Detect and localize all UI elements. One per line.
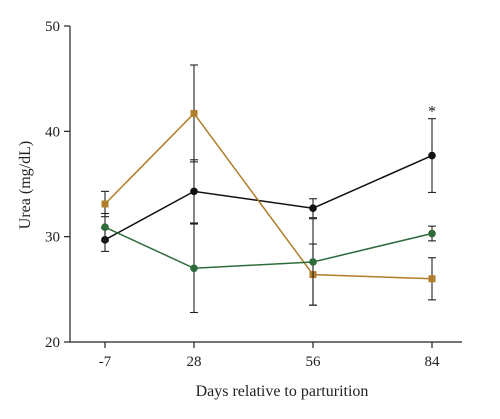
data-point: [428, 151, 436, 160]
series-line: [104, 154, 433, 241]
annotation-layer: *: [428, 103, 436, 120]
y-axis-title: Urea (mg/dL): [17, 141, 34, 229]
series-1: [101, 118, 436, 252]
series-3: [101, 212, 436, 314]
significance-annotation: *: [428, 103, 436, 120]
x-tick-label: -7: [99, 354, 112, 370]
data-point: [101, 200, 109, 208]
x-tick-label: 56: [306, 354, 322, 370]
y-tick-label: 50: [45, 19, 60, 35]
data-point: [428, 275, 436, 283]
data-point: [309, 258, 317, 266]
series-line: [104, 112, 433, 280]
x-axis-title: Days relative to parturition: [196, 383, 369, 400]
series-layer: [101, 64, 436, 314]
series-line: [104, 226, 433, 270]
data-point: [309, 204, 317, 213]
data-point: [428, 229, 436, 238]
data-point: [190, 187, 198, 196]
series-2: [101, 64, 436, 306]
y-tick-label: 30: [45, 230, 60, 246]
x-tick-label: 84: [425, 354, 441, 370]
x-tick-label: 28: [187, 354, 202, 370]
y-tick-label: 40: [45, 124, 60, 140]
axes: 20 30 40 50 -7 28 56 84: [45, 19, 462, 370]
y-tick-label: 20: [45, 335, 60, 351]
data-point: [190, 109, 198, 117]
data-point: [190, 264, 198, 273]
data-point: [101, 223, 109, 231]
